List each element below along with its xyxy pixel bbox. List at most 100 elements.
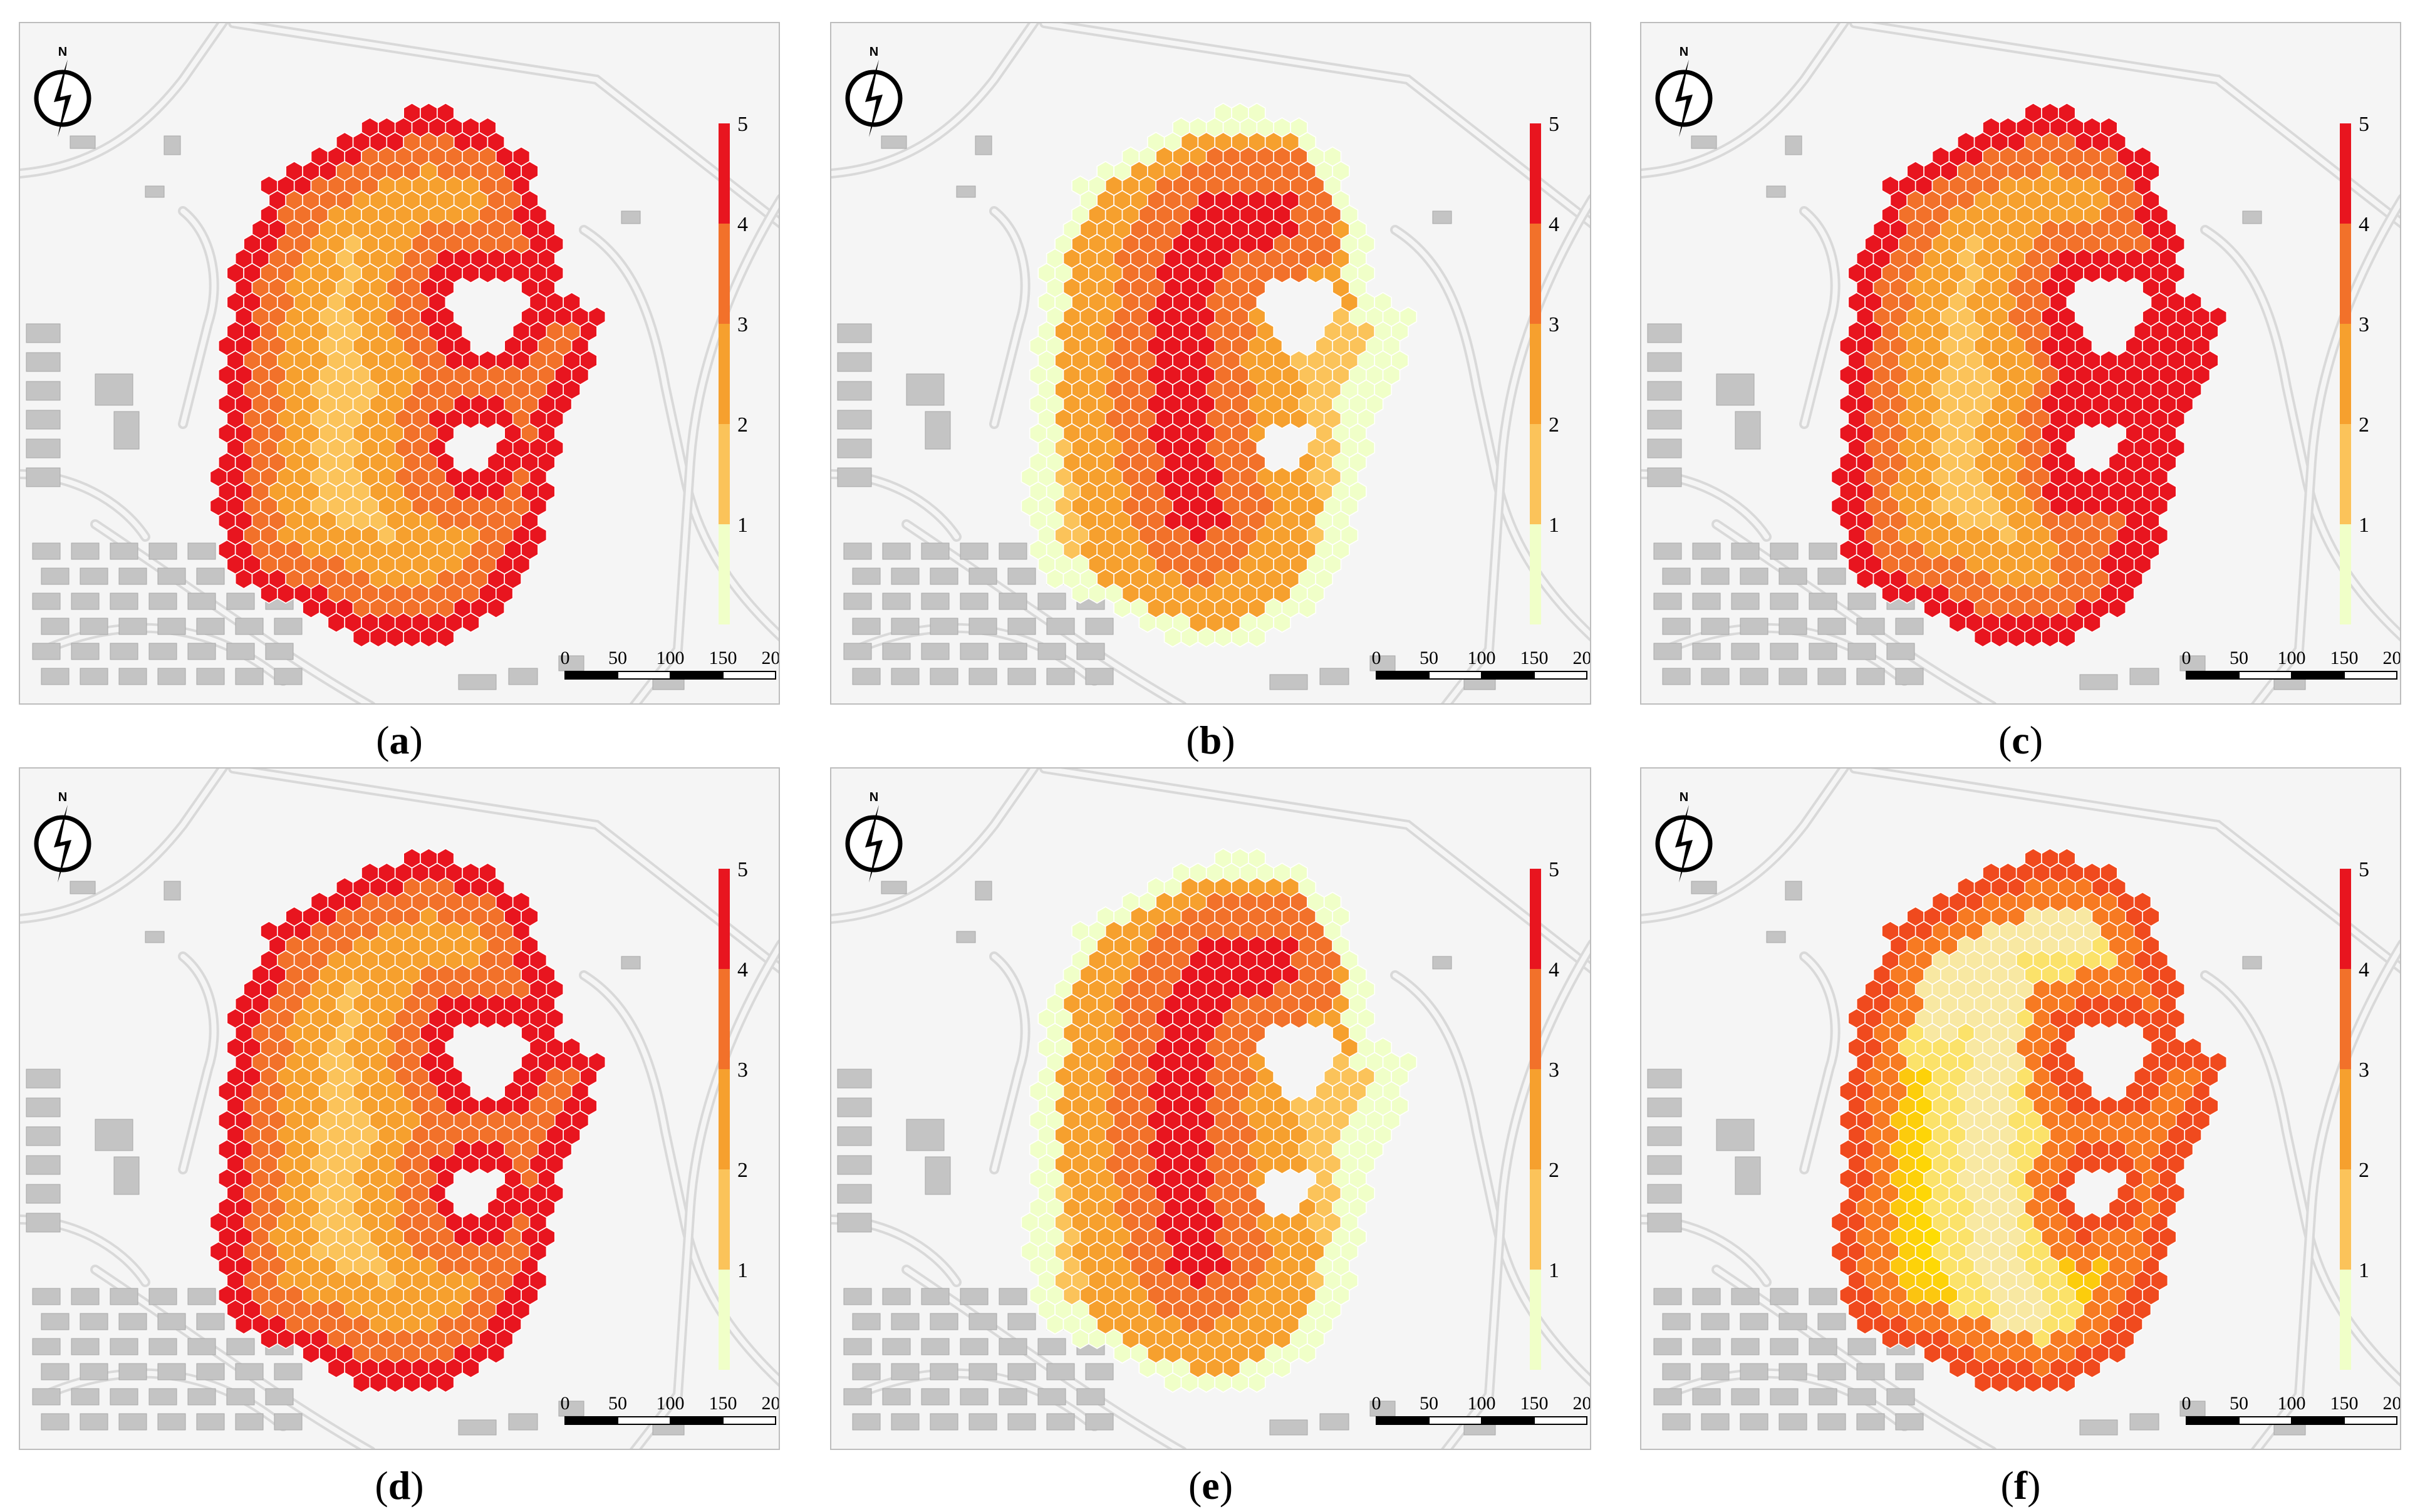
panel-caption: (c) bbox=[1998, 718, 2043, 762]
building bbox=[187, 1388, 216, 1406]
building bbox=[852, 567, 881, 585]
building bbox=[226, 1388, 255, 1406]
legend-label: 5 bbox=[2359, 113, 2369, 136]
hex-cell bbox=[462, 1154, 480, 1174]
hex-cell bbox=[369, 1372, 388, 1393]
building bbox=[235, 618, 264, 635]
panel-caption-letter: b bbox=[1199, 718, 1222, 762]
legend-swatch bbox=[2340, 1169, 2351, 1270]
hex-cell bbox=[462, 262, 480, 284]
hex-cell bbox=[1138, 1357, 1157, 1379]
building bbox=[999, 1338, 1027, 1355]
building bbox=[26, 1184, 61, 1204]
panel-caption: (a) bbox=[376, 718, 423, 762]
building bbox=[1647, 467, 1682, 487]
building bbox=[26, 1097, 61, 1117]
hex-cell bbox=[1113, 598, 1131, 619]
building bbox=[960, 1388, 989, 1406]
building bbox=[1735, 411, 1761, 450]
hex-cell bbox=[386, 626, 405, 648]
road-inner bbox=[20, 23, 226, 176]
building bbox=[969, 1313, 997, 1330]
road-inner bbox=[2254, 943, 2400, 1449]
scale-label: 50 bbox=[1420, 1393, 1438, 1414]
hex-cell bbox=[327, 1357, 346, 1379]
legend-swatch bbox=[1530, 324, 1541, 424]
basemap bbox=[831, 23, 1590, 703]
legend-label: 3 bbox=[2359, 313, 2369, 336]
legend-label: 5 bbox=[737, 858, 748, 881]
hex-cell bbox=[437, 1372, 455, 1393]
legend-label: 2 bbox=[737, 1159, 748, 1182]
hex-cell bbox=[479, 262, 497, 284]
building bbox=[1085, 1413, 1114, 1431]
building bbox=[882, 1338, 911, 1355]
building bbox=[1770, 1338, 1799, 1355]
hex-cell bbox=[1214, 1372, 1232, 1393]
building bbox=[999, 643, 1027, 660]
building bbox=[837, 1097, 872, 1117]
building bbox=[265, 1388, 294, 1406]
hex-cell bbox=[1881, 583, 1899, 604]
building bbox=[1007, 618, 1036, 635]
legend-swatch bbox=[1530, 1270, 1541, 1370]
road bbox=[1441, 194, 1590, 703]
scale-segment bbox=[2291, 1416, 2345, 1425]
building bbox=[1779, 618, 1807, 635]
map-frame: N54321050100150200m bbox=[830, 767, 1591, 1450]
legend-label: 1 bbox=[1549, 514, 1559, 537]
hex-cell bbox=[1214, 626, 1232, 648]
building bbox=[157, 1313, 186, 1330]
scale-segment bbox=[1534, 1416, 1587, 1425]
road-inner bbox=[2203, 227, 2400, 638]
building bbox=[274, 1413, 303, 1431]
hex-cell bbox=[1071, 1328, 1089, 1349]
scale-label: 0 bbox=[561, 1393, 570, 1414]
building bbox=[1653, 1288, 1682, 1305]
road bbox=[2251, 940, 2400, 1449]
hex-cell bbox=[302, 598, 320, 619]
hex-cell bbox=[495, 1008, 514, 1029]
building bbox=[1647, 410, 1682, 430]
legend-label: 4 bbox=[737, 213, 748, 236]
scale-label: 50 bbox=[2230, 1393, 2248, 1414]
building bbox=[157, 1363, 186, 1380]
hex-grid bbox=[1831, 847, 2228, 1393]
building bbox=[226, 593, 255, 610]
building bbox=[1076, 1388, 1105, 1406]
panel-caption-letter: e bbox=[1202, 1463, 1220, 1508]
building bbox=[26, 381, 61, 401]
scale-segment bbox=[1428, 1416, 1482, 1425]
building bbox=[1692, 643, 1721, 660]
hex-cell bbox=[1298, 598, 1317, 619]
building bbox=[1716, 1119, 1755, 1151]
building bbox=[837, 1155, 872, 1175]
scale-label: 100 bbox=[1468, 648, 1496, 668]
scale-segment bbox=[1376, 671, 1430, 680]
building bbox=[956, 931, 976, 943]
building bbox=[164, 881, 181, 901]
building bbox=[71, 593, 100, 610]
north-arrow-icon bbox=[1675, 805, 1693, 883]
hex-cell bbox=[462, 1357, 480, 1379]
building bbox=[969, 567, 997, 585]
building bbox=[235, 668, 264, 685]
building bbox=[1076, 643, 1105, 660]
building bbox=[26, 438, 61, 458]
hex-cell bbox=[2024, 1372, 2042, 1393]
building bbox=[1779, 1413, 1807, 1431]
building bbox=[921, 593, 950, 610]
north-arrow-icon bbox=[54, 805, 71, 883]
road-inner bbox=[1393, 973, 1590, 1384]
hex-cell bbox=[1273, 612, 1291, 633]
road-inner bbox=[231, 23, 779, 225]
building bbox=[80, 618, 108, 635]
basemap bbox=[1641, 23, 2400, 703]
hex-cell bbox=[2083, 262, 2101, 284]
building bbox=[32, 542, 61, 560]
road-inner bbox=[1393, 227, 1590, 638]
building bbox=[2242, 210, 2262, 224]
building bbox=[118, 618, 147, 635]
building bbox=[1037, 643, 1066, 660]
scale-label: 100 bbox=[657, 648, 685, 668]
